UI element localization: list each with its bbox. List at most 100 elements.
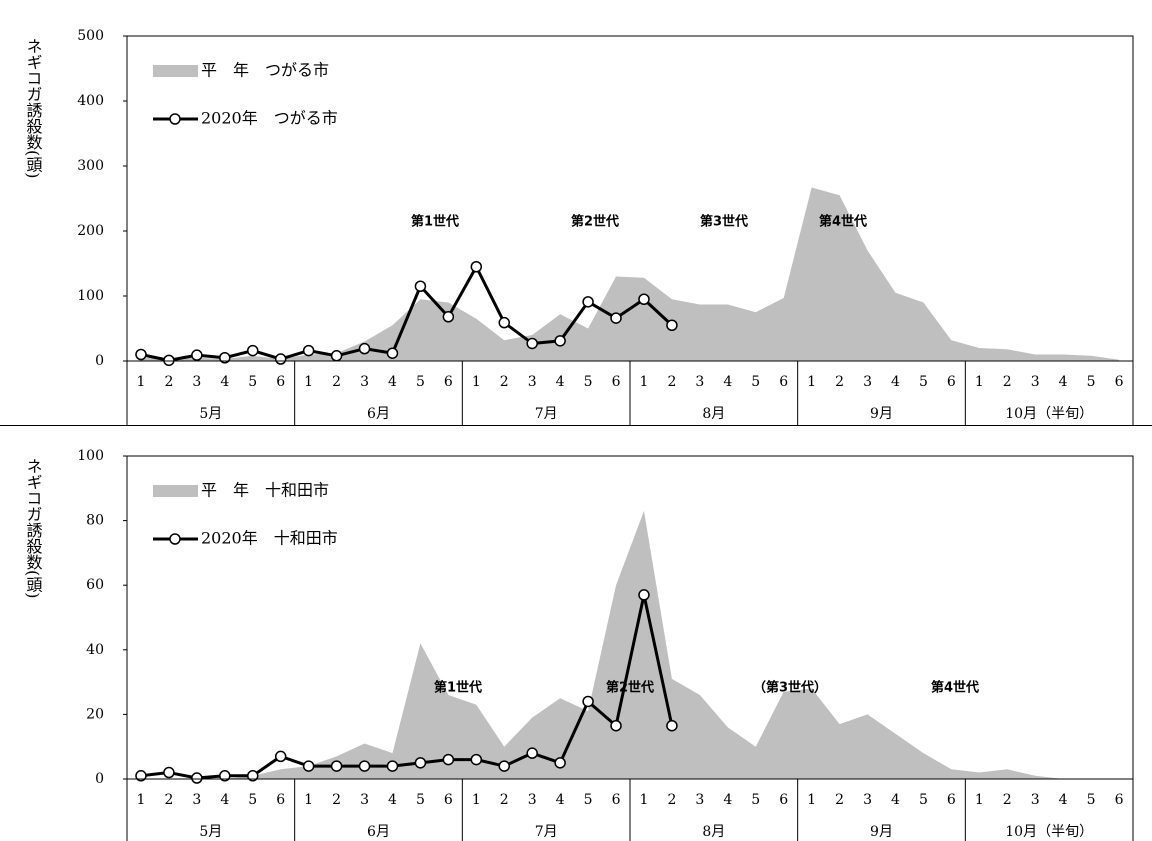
legend-swatch [153, 65, 198, 77]
annotation: 第2世代 [571, 214, 619, 230]
x-tick-label: 5 [1087, 792, 1096, 808]
x-tick-label: 4 [220, 374, 229, 390]
point [582, 296, 594, 308]
point [247, 770, 259, 782]
month-label: 10月（半旬） [1005, 824, 1093, 840]
point [274, 353, 287, 365]
point [666, 319, 678, 331]
x-tick-label: 4 [220, 792, 229, 808]
month-label: 9月 [870, 406, 893, 422]
annotation: 第2世代 [606, 680, 654, 696]
y-tick-label: 60 [86, 577, 104, 593]
x-tick-label: 2 [164, 792, 173, 808]
point [330, 350, 343, 362]
x-tick-label: 1 [137, 374, 146, 390]
x-tick-label: 2 [1003, 792, 1012, 808]
x-tick-label: 1 [975, 374, 984, 390]
x-tick-label: 6 [276, 792, 285, 808]
x-tick-label: 4 [556, 792, 565, 808]
month-label: 7月 [535, 824, 558, 840]
point [358, 342, 371, 355]
point [191, 349, 203, 361]
point [386, 347, 399, 359]
x-tick-label: 2 [332, 374, 341, 390]
x-tick-label: 5 [584, 792, 593, 808]
x-tick-label: 6 [947, 374, 956, 390]
x-tick-label: 3 [360, 374, 369, 390]
x-tick-label: 1 [304, 374, 313, 390]
legend-label: 2020年 つがる市 [201, 109, 338, 128]
y-tick-label: 80 [86, 513, 104, 529]
x-tick-label: 4 [388, 374, 397, 390]
annotation: 第3世代 [700, 214, 748, 230]
x-tick-label: 3 [1031, 374, 1040, 390]
y-tick-label: 100 [77, 448, 104, 464]
x-tick-label: 5 [248, 374, 257, 390]
x-tick-label: 4 [1059, 374, 1068, 390]
area [140, 187, 1120, 361]
x-tick-label: 5 [919, 374, 928, 390]
x-tick-label: 3 [192, 792, 201, 808]
x-tick-label: 4 [388, 792, 397, 808]
x-tick-label: 4 [723, 374, 732, 390]
legend-label: 2020年 十和田市 [201, 529, 338, 548]
x-tick-label: 1 [807, 792, 816, 808]
point [219, 352, 231, 364]
x-tick-label: 1 [304, 792, 313, 808]
x-tick-label: 3 [695, 792, 704, 808]
x-tick-label: 5 [416, 792, 425, 808]
point [191, 772, 203, 784]
point [386, 760, 399, 772]
point [135, 348, 147, 361]
x-tick-label: 4 [556, 374, 565, 390]
point [442, 753, 455, 766]
x-tick-label: 2 [500, 374, 509, 390]
x-tick-label: 4 [891, 792, 900, 808]
y-tick-label: 100 [77, 288, 104, 304]
x-tick-label: 3 [863, 374, 872, 390]
x-tick-label: 6 [779, 374, 788, 390]
x-tick-label: 4 [723, 792, 732, 808]
point [554, 757, 566, 769]
point [302, 344, 315, 357]
point [442, 311, 455, 323]
x-tick-label: 6 [276, 374, 285, 390]
x-tick-label: 1 [975, 792, 984, 808]
month-label: 5月 [199, 824, 222, 840]
month-label: 5月 [199, 406, 222, 422]
x-tick-label: 3 [192, 374, 201, 390]
x-tick-label: 5 [248, 792, 257, 808]
point [582, 695, 594, 708]
point [414, 280, 427, 292]
x-tick-label: 6 [947, 792, 956, 808]
month-label: 6月 [367, 406, 390, 422]
area [140, 510, 1120, 779]
point [219, 770, 231, 782]
point [163, 766, 175, 779]
point [526, 747, 538, 759]
x-tick-label: 1 [640, 792, 649, 808]
x-tick-label: 3 [1031, 792, 1040, 808]
x-tick-label: 2 [332, 792, 341, 808]
y-tick-label: 200 [77, 223, 104, 239]
annotation: 第4世代 [931, 680, 979, 696]
point [554, 335, 566, 347]
y-tick-label: 300 [77, 158, 104, 174]
point [358, 760, 371, 772]
y-tick-label: 0 [95, 771, 104, 787]
x-tick-label: 2 [1003, 374, 1012, 390]
legend-swatch [153, 485, 198, 497]
y-tick-label: 40 [86, 642, 104, 658]
x-tick-label: 3 [360, 792, 369, 808]
x-tick-label: 6 [612, 792, 621, 808]
point [666, 719, 678, 732]
x-tick-label: 4 [891, 374, 900, 390]
month-label: 8月 [702, 406, 725, 422]
point [638, 293, 650, 305]
x-tick-label: 6 [444, 792, 453, 808]
x-tick-label: 1 [472, 792, 481, 808]
point [330, 760, 343, 772]
legend-label: 平 年 十和田市 [201, 481, 329, 500]
point [247, 344, 259, 357]
